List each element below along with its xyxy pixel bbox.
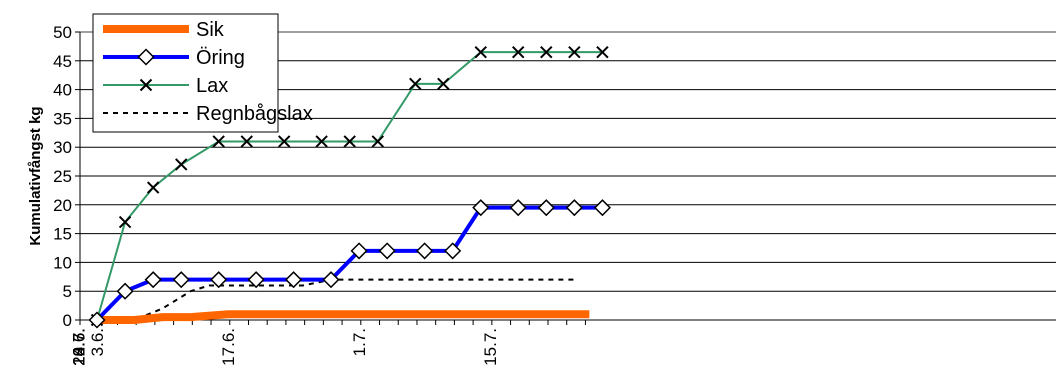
legend-item-lax: Lax (103, 75, 228, 97)
data-point--ring (88, 311, 106, 329)
x-tick-label: 24.6. (69, 328, 88, 366)
series-sik (97, 310, 590, 324)
legend-label: Sik (196, 19, 225, 41)
data-point--ring (322, 271, 340, 289)
data-point--ring (444, 242, 462, 260)
x-tick-label: 3.6. (88, 328, 107, 356)
data-point--ring (416, 242, 434, 260)
legend: Sik Öring Lax Regnbågslax (92, 13, 313, 133)
data-point-lax (596, 45, 609, 59)
series (88, 45, 612, 329)
data-point-lax (511, 45, 525, 59)
data-point-lax (118, 215, 132, 229)
data-point-lax (437, 77, 450, 91)
y-tick-label: 0 (63, 311, 72, 330)
axes (75, 31, 1056, 325)
y-tick-label: 40 (53, 81, 72, 100)
legend-label: Lax (196, 75, 228, 97)
y-axis-title: Kumulativfångst kg (27, 106, 44, 245)
y-tick-label: 5 (63, 282, 72, 301)
legend-item-regnb-gslax: Regnbågslax (103, 103, 313, 125)
data-point--ring (472, 199, 490, 217)
series-line--ring (95, 205, 603, 322)
data-point-lax (277, 135, 291, 148)
data-point--ring (378, 242, 396, 260)
y-tick-label: 15 (53, 225, 72, 244)
data-point--ring (116, 282, 134, 300)
data-point--ring (593, 199, 612, 217)
series-line-sik (97, 310, 590, 324)
y-tick-label: 20 (53, 196, 72, 215)
data-point-lax (474, 45, 487, 59)
y-tick-label: 45 (53, 52, 72, 71)
legend-marker (139, 78, 153, 92)
y-tick-label: 30 (53, 138, 72, 157)
data-point-lax (212, 135, 225, 148)
data-point-lax (343, 135, 356, 148)
x-tick-label: 15.7. (481, 328, 500, 366)
x-tick-label: 22.7. (69, 328, 88, 366)
y-tick-labels: 0 5 10 15 20 25 30 35 40 45 50 (53, 23, 72, 330)
legend-marker (137, 48, 155, 66)
x-tick-label: 17.6. (219, 328, 238, 366)
data-point--ring (509, 199, 527, 217)
data-point-lax (240, 135, 253, 148)
data-point--ring (350, 242, 368, 260)
data-point--ring (247, 271, 265, 289)
data-point--ring (144, 271, 162, 289)
legend-label: Regnbågslax (196, 103, 313, 125)
data-point-lax (175, 158, 188, 171)
data-point--ring (172, 271, 190, 289)
series-line-regnb-gslax (97, 278, 575, 321)
data-point-lax (315, 135, 328, 148)
y-tick-label: 10 (53, 253, 72, 272)
series--ring (88, 199, 612, 329)
x-tick-label: 10.6. (69, 328, 88, 366)
data-point-lax (568, 45, 581, 59)
series-regnb-gslax (97, 278, 575, 321)
data-point--ring (284, 271, 303, 289)
legend-item-sik: Sik (103, 19, 225, 41)
data-point-lax (540, 45, 553, 59)
y-tick-label: 35 (53, 109, 72, 128)
data-point-lax (409, 77, 422, 91)
data-point--ring (210, 271, 228, 289)
legend-item--ring: Öring (103, 47, 245, 69)
y-tick-label: 25 (53, 167, 72, 186)
data-point-lax (371, 135, 385, 148)
x-tick-label: 1.7. (350, 328, 369, 356)
data-point--ring (537, 199, 555, 217)
x-tick-labels: 3.6.10.6. 17.6. 24.6. 1.7. 8.7. 15.7. 22.7. (69, 328, 500, 366)
data-point-lax (146, 181, 160, 194)
y-tick-label: 50 (53, 23, 72, 42)
legend-label: Öring (196, 47, 245, 69)
x-tick-label: 8.7. (69, 328, 88, 356)
data-point--ring (565, 199, 583, 217)
